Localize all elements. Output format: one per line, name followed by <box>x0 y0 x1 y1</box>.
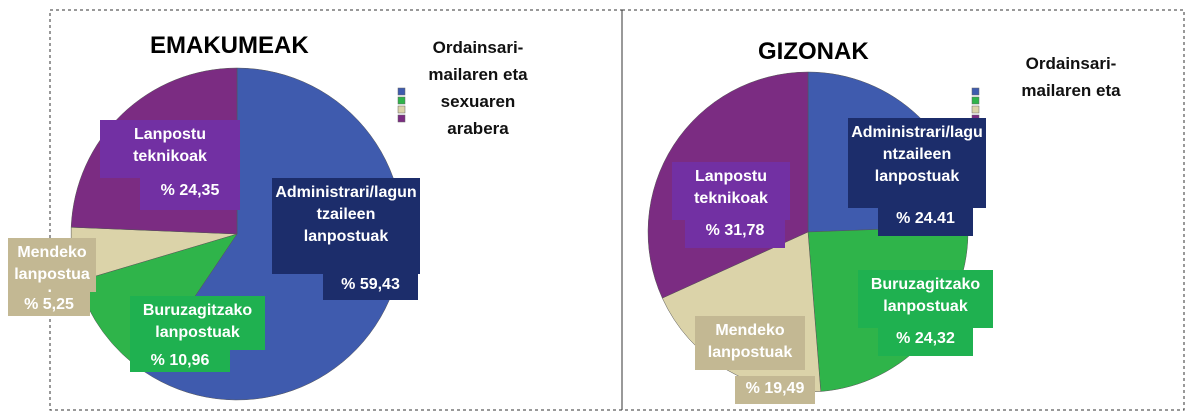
slice-label: Administrari/laguntzaileen lanpostuak <box>848 118 986 208</box>
chart-subtitle: Ordainsari-mailaren eta sexuaren arabera <box>428 38 528 138</box>
value-label: % 24,35 <box>140 178 240 210</box>
legend-swatch <box>971 96 980 105</box>
value-label: % 24,32 <box>878 326 973 356</box>
legend-swatch <box>397 105 406 114</box>
slice-label: Administrari/laguntzaileen lanpostuak <box>272 178 420 274</box>
legend-swatch <box>397 87 406 96</box>
slice-label: Mendeko lanpostuak <box>695 316 805 370</box>
panel-border <box>621 9 1185 411</box>
slice-label: Lanpostu teknikoak <box>100 120 240 178</box>
slice-label: Lanpostu teknikoak <box>672 162 790 220</box>
slice-label: Mendeko lanpostuak <box>8 238 96 292</box>
slice-label: Buruzagitzako lanpostuak <box>858 270 993 328</box>
value-label: % 10,96 <box>130 348 230 372</box>
value-label: % 31,78 <box>685 218 785 248</box>
chart-title: GIZONAK <box>758 38 869 65</box>
legend-swatch <box>397 114 406 123</box>
legend-swatch <box>971 87 980 96</box>
value-label: % 59,43 <box>323 272 418 300</box>
value-label: % 19,49 <box>735 376 815 404</box>
chart-subtitle: Ordainsari-mailaren eta <box>1021 54 1121 100</box>
chart-title: EMAKUMEAK <box>150 32 309 59</box>
value-label: % 5,25 <box>8 292 90 316</box>
legend-swatch <box>971 105 980 114</box>
legend-swatch <box>397 96 406 105</box>
value-label: % 24.41 <box>878 206 973 236</box>
slice-label: Buruzagitzako lanpostuak <box>130 296 265 350</box>
